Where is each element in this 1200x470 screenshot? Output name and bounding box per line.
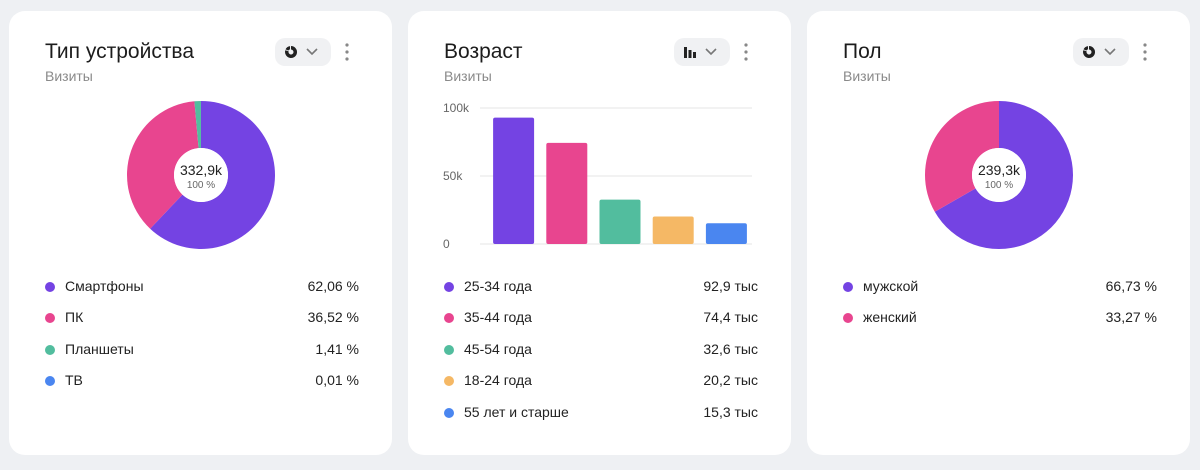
legend-item[interactable]: женский 33,27 % bbox=[843, 308, 1157, 328]
legend-value: 74,4 тыс bbox=[703, 309, 758, 325]
legend-item[interactable]: 25-34 года 92,9 тыс bbox=[444, 277, 758, 297]
card-title: Тип устройства bbox=[45, 40, 195, 63]
bar-1[interactable] bbox=[493, 117, 535, 244]
legend-item[interactable]: Планшеты 1,41 % bbox=[45, 340, 359, 360]
age-card: Возраст Визиты 0 50k 100k 25-34 года 92,9 … bbox=[408, 11, 791, 455]
legend-label: Смартфоны bbox=[65, 278, 144, 294]
legend-label: 45-54 года bbox=[464, 341, 532, 357]
bar-2[interactable] bbox=[546, 142, 588, 244]
donut-center-percent: 100 % bbox=[187, 180, 215, 191]
more-options-icon[interactable] bbox=[1140, 41, 1150, 63]
legend-item[interactable]: ПК 36,52 % bbox=[45, 308, 359, 328]
card-title: Возраст bbox=[444, 40, 523, 63]
legend-dot bbox=[444, 408, 454, 418]
more-options-icon[interactable] bbox=[342, 41, 352, 63]
legend-dot bbox=[444, 282, 454, 292]
legend-label: ТВ bbox=[65, 372, 83, 388]
donut-slice-3[interactable] bbox=[194, 101, 201, 149]
legend-item[interactable]: Смартфоны 62,06 % bbox=[45, 277, 359, 297]
bar-3[interactable] bbox=[599, 199, 641, 244]
legend-item[interactable]: 55 лет и старше 15,3 тыс bbox=[444, 403, 758, 423]
more-options-icon[interactable] bbox=[741, 41, 751, 63]
legend-value: 15,3 тыс bbox=[703, 404, 758, 420]
legend-label: 55 лет и старше bbox=[464, 404, 569, 420]
legend-label: 18-24 года bbox=[464, 372, 532, 388]
donut-icon bbox=[285, 45, 298, 58]
legend-value: 66,73 % bbox=[1105, 278, 1157, 294]
legend-item[interactable]: ТВ 0,01 % bbox=[45, 371, 359, 391]
chevron-down-icon bbox=[705, 48, 717, 56]
legend-dot bbox=[444, 345, 454, 355]
donut-icon bbox=[1083, 45, 1096, 58]
chart-type-dropdown[interactable] bbox=[275, 38, 331, 66]
chevron-down-icon bbox=[1104, 48, 1116, 56]
legend-item[interactable]: мужской 66,73 % bbox=[843, 277, 1157, 297]
chart-type-dropdown[interactable] bbox=[674, 38, 730, 66]
gender-card: Пол Визиты 239,3k 100 % мужской 66,73 % … bbox=[807, 11, 1190, 455]
legend-label: 35-44 года bbox=[464, 309, 532, 325]
legend-item[interactable]: 18-24 года 20,2 тыс bbox=[444, 371, 758, 391]
legend-value: 62,06 % bbox=[307, 278, 359, 294]
legend-value: 36,52 % bbox=[307, 309, 359, 325]
bar-chart-icon bbox=[684, 47, 696, 58]
legend-dot bbox=[843, 282, 853, 292]
gender-donut: 239,3k 100 % bbox=[925, 101, 1073, 249]
legend-label: Планшеты bbox=[65, 341, 134, 357]
legend-label: женский bbox=[863, 309, 917, 325]
legend-dot bbox=[444, 313, 454, 323]
donut-center-value: 239,3k bbox=[978, 162, 1021, 178]
legend-value: 1,41 % bbox=[315, 341, 359, 357]
donut-slice-2[interactable] bbox=[925, 101, 999, 212]
legend-dot bbox=[45, 313, 55, 323]
card-subtitle: Визиты bbox=[45, 68, 93, 84]
legend-dot bbox=[45, 376, 55, 386]
legend-label: 25-34 года bbox=[464, 278, 532, 294]
y-tick-label: 50k bbox=[443, 169, 463, 183]
device-type-donut: 332,9k 100 % bbox=[126, 101, 275, 249]
legend-item[interactable]: 35-44 года 74,4 тыс bbox=[444, 308, 758, 328]
legend-value: 20,2 тыс bbox=[703, 372, 758, 388]
legend-dot bbox=[45, 282, 55, 292]
device-type-card: Тип устройства Визиты 332,9k 100 % Смарт… bbox=[9, 11, 392, 455]
bar-4[interactable] bbox=[652, 216, 694, 244]
chart-type-dropdown[interactable] bbox=[1073, 38, 1129, 66]
legend-dot bbox=[45, 345, 55, 355]
legend-dot bbox=[843, 313, 853, 323]
y-tick-label: 0 bbox=[443, 237, 450, 251]
donut-slice-2[interactable] bbox=[126, 101, 199, 229]
legend-value: 32,6 тыс bbox=[703, 341, 758, 357]
chevron-down-icon bbox=[306, 48, 318, 56]
legend-value: 92,9 тыс bbox=[703, 278, 758, 294]
donut-center-value: 332,9k bbox=[180, 162, 223, 178]
card-subtitle: Визиты bbox=[444, 68, 492, 84]
donut-slice-1[interactable] bbox=[934, 101, 1073, 249]
card-subtitle: Визиты bbox=[843, 68, 891, 84]
legend-value: 0,01 % bbox=[315, 372, 359, 388]
legend-label: ПК bbox=[65, 309, 84, 325]
bar-5[interactable] bbox=[705, 223, 747, 244]
age-bar-chart: 0 50k 100k bbox=[443, 101, 752, 251]
card-title: Пол bbox=[843, 40, 882, 63]
legend-value: 33,27 % bbox=[1105, 309, 1157, 325]
y-tick-label: 100k bbox=[443, 101, 470, 115]
legend-item[interactable]: 45-54 года 32,6 тыс bbox=[444, 340, 758, 360]
donut-center-percent: 100 % bbox=[985, 180, 1013, 191]
legend-dot bbox=[444, 376, 454, 386]
legend-label: мужской bbox=[863, 278, 919, 294]
donut-slice-1[interactable] bbox=[150, 101, 275, 249]
